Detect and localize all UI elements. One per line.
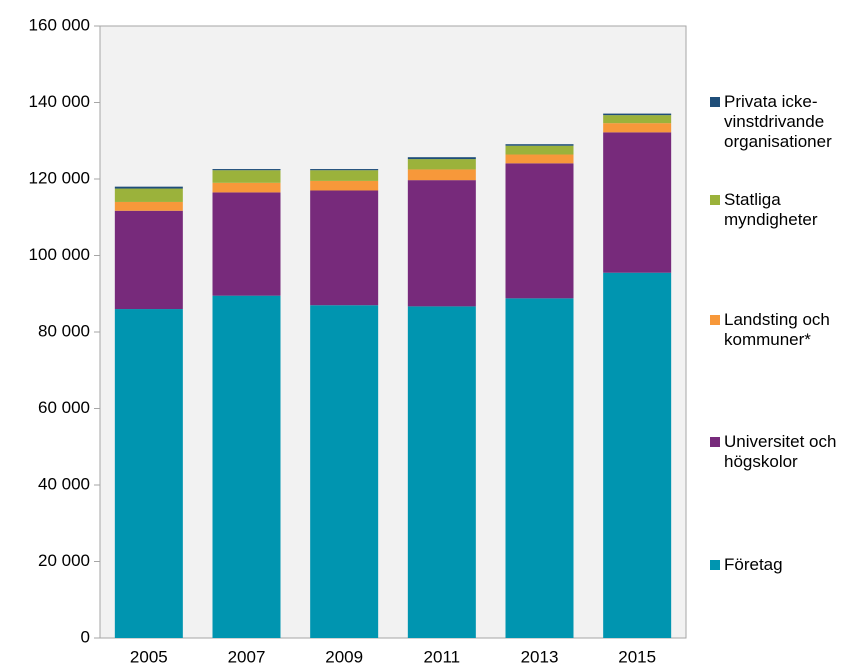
legend-swatch — [710, 315, 720, 325]
legend-label: Statliga myndigheter — [724, 190, 818, 229]
y-tick-label: 0 — [81, 627, 90, 646]
bar-segment — [212, 295, 281, 638]
bar-segment — [603, 132, 672, 273]
bar-segment — [114, 309, 183, 638]
bar-segment — [505, 163, 574, 299]
y-tick-label: 80 000 — [38, 321, 90, 340]
y-tick-label: 120 000 — [29, 168, 90, 187]
x-tick-label: 2015 — [618, 647, 656, 666]
plot-area — [99, 25, 687, 639]
bar-segment — [407, 306, 476, 638]
bar-segment — [603, 123, 672, 133]
bar-segment — [310, 180, 379, 191]
legend-item: Statliga myndigheter — [710, 190, 865, 230]
bar-segment — [114, 186, 183, 189]
legend-item: Universitet och högskolor — [710, 432, 865, 472]
legend-item: Landsting och kommuner* — [710, 310, 865, 350]
legend-label: Landsting och kommuner* — [724, 310, 830, 349]
legend-swatch — [710, 97, 720, 107]
bar-segment — [212, 192, 281, 296]
bar-segment — [603, 115, 672, 124]
bar-segment — [603, 113, 672, 116]
legend-label: Universitet och högskolor — [724, 432, 837, 471]
bar-segment — [212, 169, 281, 171]
bar-segment — [505, 145, 574, 155]
bar-segment — [603, 272, 672, 638]
legend-label: Privata icke-vinstdrivande organisatione… — [724, 92, 832, 151]
bar-segment — [407, 169, 476, 181]
bar-segment — [407, 180, 476, 307]
bar-segment — [114, 201, 183, 211]
legend-swatch — [710, 437, 720, 447]
legend-label: Företag — [724, 555, 783, 574]
bar-segment — [505, 144, 574, 146]
legend-item: Företag — [710, 555, 865, 575]
bar-segment — [212, 182, 281, 193]
legend-swatch — [710, 195, 720, 205]
bar-segment — [310, 305, 379, 638]
x-tick-label: 2007 — [228, 647, 266, 666]
x-tick-label: 2005 — [130, 647, 168, 666]
y-tick-label: 140 000 — [29, 92, 90, 111]
legend-swatch — [710, 560, 720, 570]
bar-segment — [310, 170, 379, 181]
y-tick-label: 40 000 — [38, 474, 90, 493]
bar-segment — [212, 170, 281, 183]
y-tick-label: 100 000 — [29, 245, 90, 264]
bar-segment — [114, 188, 183, 202]
x-tick-label: 2013 — [521, 647, 559, 666]
y-tick-label: 20 000 — [38, 551, 90, 570]
bar-segment — [505, 298, 574, 638]
y-tick-label: 60 000 — [38, 398, 90, 417]
y-tick-label: 160 000 — [29, 15, 90, 34]
bar-segment — [407, 157, 476, 160]
legend-item: Privata icke-vinstdrivande organisatione… — [710, 92, 865, 152]
x-tick-label: 2011 — [424, 647, 461, 666]
x-tick-label: 2009 — [325, 647, 363, 666]
bar-segment — [310, 190, 379, 306]
bar-segment — [310, 169, 379, 171]
bar-segment — [505, 154, 574, 164]
bar-segment — [114, 210, 183, 310]
bar-segment — [407, 159, 476, 170]
